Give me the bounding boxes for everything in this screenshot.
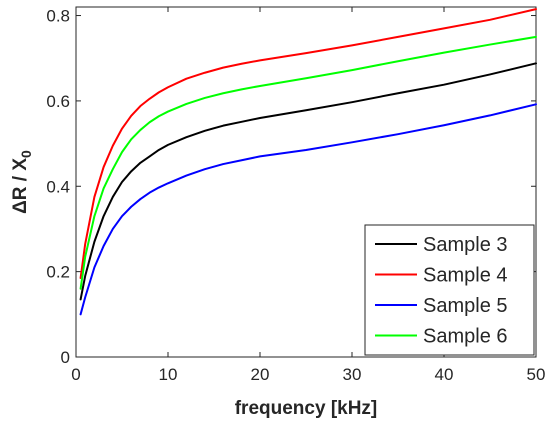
x-axis-label: frequency [kHz] bbox=[235, 398, 378, 419]
series-line-3 bbox=[79, 103, 537, 316]
series-line-1 bbox=[79, 62, 537, 301]
x-tick-label: 10 bbox=[159, 365, 178, 384]
x-tick-label: 50 bbox=[527, 365, 546, 384]
series-line-4 bbox=[79, 35, 537, 290]
series-line-2 bbox=[79, 8, 537, 280]
y-tick-label: 0.8 bbox=[46, 7, 70, 26]
y-axis-label-main: ΔR / X bbox=[10, 158, 31, 214]
x-tick-label: 20 bbox=[251, 365, 270, 384]
series-layer bbox=[79, 8, 537, 316]
y-axis-ticks: 0 0.2 0.4 0.6 0.8 bbox=[46, 7, 536, 367]
y-axis-label: ΔR / X0 bbox=[10, 150, 34, 214]
legend: Sample 3 Sample 4 Sample 5 Sample 6 bbox=[364, 224, 535, 356]
legend-label-4: Sample 6 bbox=[423, 326, 508, 348]
y-tick-label: 0.4 bbox=[46, 177, 70, 196]
legend-label-3: Sample 5 bbox=[423, 295, 508, 317]
legend-label-2: Sample 4 bbox=[423, 265, 508, 287]
y-tick-label: 0.2 bbox=[46, 263, 70, 282]
legend-box bbox=[364, 224, 535, 356]
x-tick-label: 0 bbox=[71, 365, 80, 384]
y-tick-label: 0 bbox=[61, 348, 70, 367]
y-tick-label: 0.6 bbox=[46, 92, 70, 111]
y-axis-label-subscript: 0 bbox=[18, 150, 34, 158]
x-tick-label: 40 bbox=[435, 365, 454, 384]
x-tick-label: 30 bbox=[343, 365, 362, 384]
legend-label-1: Sample 3 bbox=[423, 234, 508, 256]
